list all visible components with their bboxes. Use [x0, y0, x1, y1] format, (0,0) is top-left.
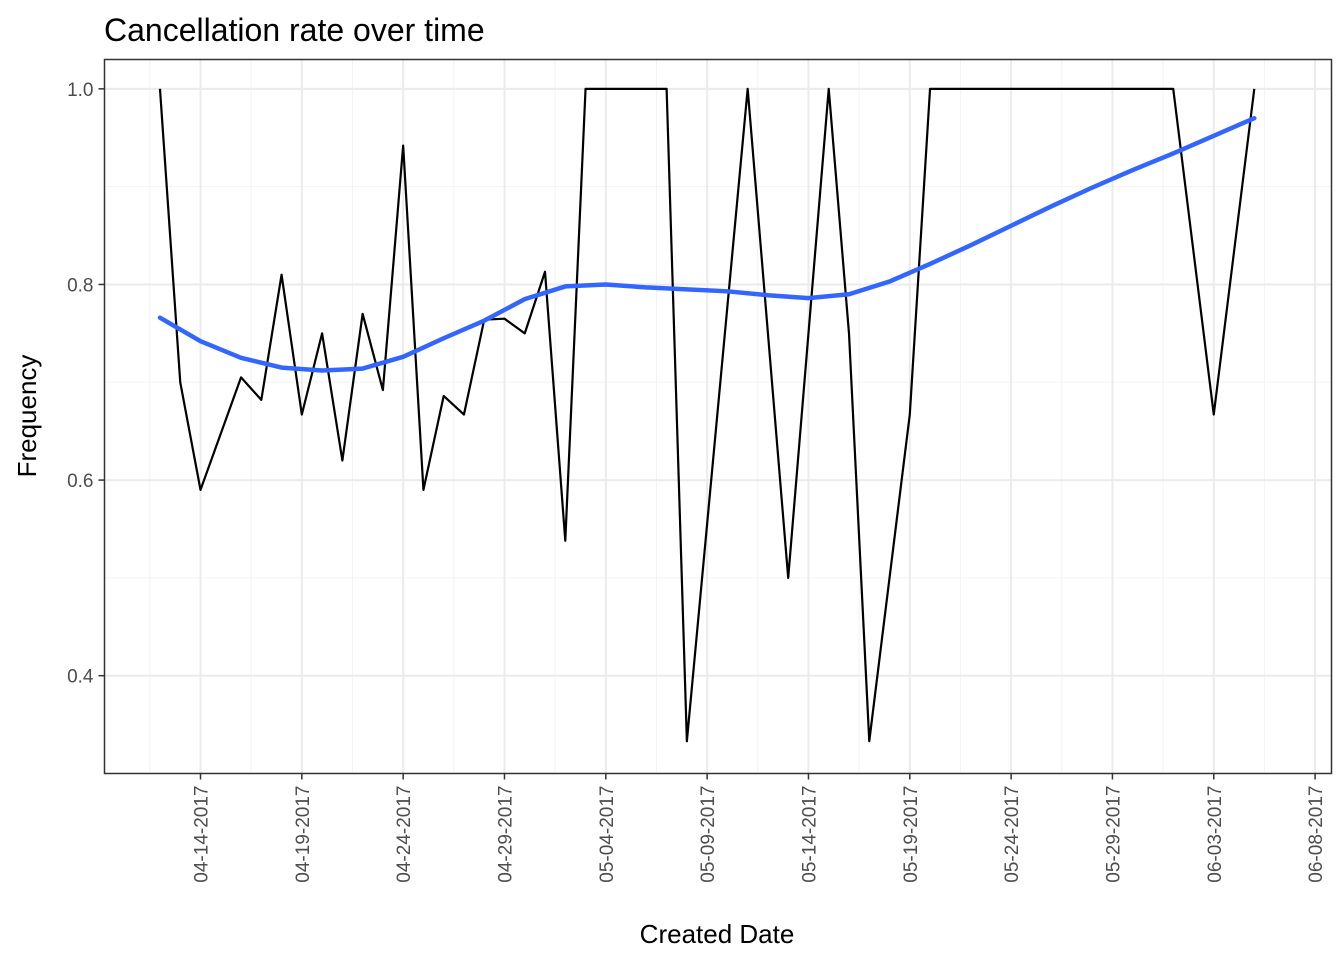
- cancellation-rate-line: [158, 87, 1256, 743]
- plot-panel: [103, 58, 1333, 775]
- x-tick-label: 05-19-2017: [901, 786, 922, 883]
- x-tick-label: 06-08-2017: [1306, 786, 1327, 883]
- smoothed-series: [157, 115, 1257, 373]
- x-tick-label: 04-24-2017: [394, 786, 415, 883]
- y-tick-label: 0.8: [67, 275, 93, 296]
- x-tick-label: 05-14-2017: [799, 786, 820, 883]
- chart-title: Cancellation rate over time: [104, 12, 485, 48]
- x-tick-label: 04-29-2017: [495, 786, 516, 883]
- x-tick-label: 05-04-2017: [597, 786, 618, 883]
- raw-series: [158, 87, 1256, 743]
- smoothed-trend-line: [157, 115, 1257, 373]
- x-axis-title: Created Date: [640, 919, 795, 949]
- x-tick-label: 05-09-2017: [698, 786, 719, 883]
- y-tick-label: 1.0: [67, 80, 93, 101]
- x-axis: 04-14-2017 04-19-2017 04-24-2017 04-29-2017…: [192, 773, 1327, 883]
- y-axis-title: Frequency: [12, 355, 42, 478]
- y-axis: 0.4 0.6 0.8 1.0: [67, 80, 105, 688]
- x-tick-label: 04-14-2017: [192, 786, 213, 883]
- x-tick-label: 06-03-2017: [1205, 786, 1226, 883]
- x-tick-label: 05-24-2017: [1002, 786, 1023, 883]
- x-tick-label: 04-19-2017: [293, 786, 314, 883]
- grid: [104, 59, 1332, 774]
- y-tick-label: 0.4: [67, 667, 94, 688]
- x-tick-label: 05-29-2017: [1103, 786, 1124, 883]
- y-tick-label: 0.6: [67, 471, 93, 492]
